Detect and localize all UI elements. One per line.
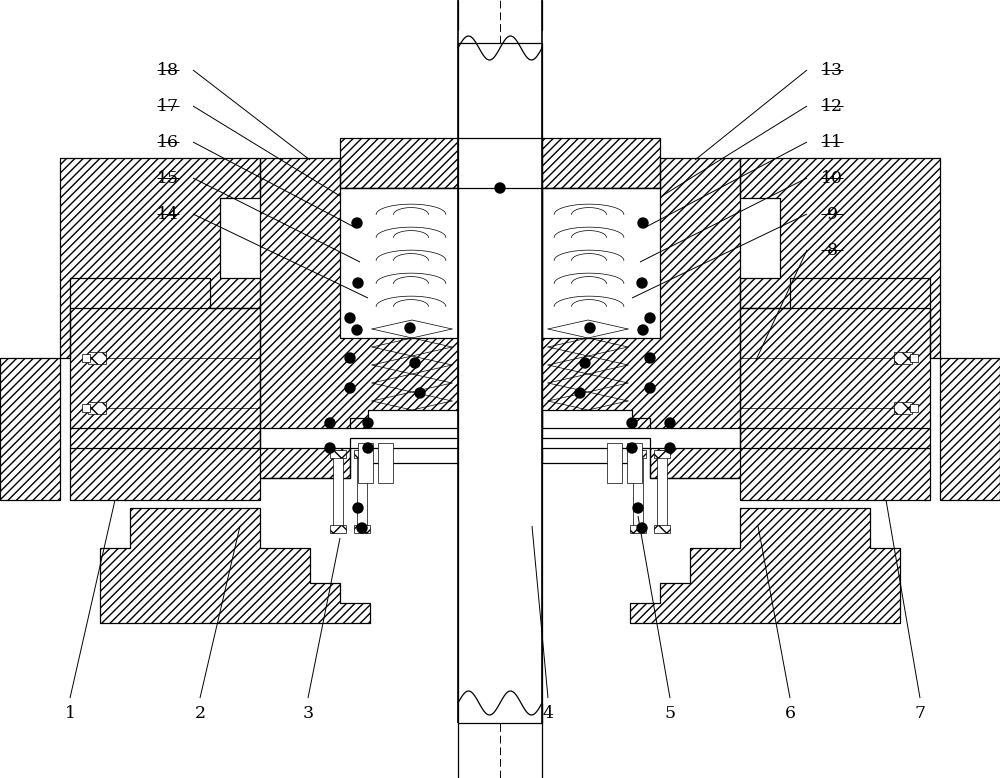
Text: 9: 9 [826, 205, 838, 223]
Bar [657, 450, 667, 530]
Bar [654, 525, 670, 533]
Text: 13: 13 [821, 61, 843, 79]
Polygon shape [100, 508, 370, 623]
Bar [633, 450, 643, 530]
Bar [607, 443, 622, 483]
Circle shape [410, 358, 420, 368]
Bar [354, 450, 370, 458]
Circle shape [585, 323, 595, 333]
Bar [330, 450, 346, 458]
Circle shape [357, 523, 367, 533]
Circle shape [645, 353, 655, 363]
Circle shape [352, 325, 362, 335]
Bar [368, 410, 393, 463]
Text: 7: 7 [914, 705, 926, 721]
Bar [260, 428, 740, 448]
Bar [340, 188, 458, 338]
Circle shape [415, 388, 425, 398]
Text: 11: 11 [821, 134, 843, 150]
Bar [82, 404, 90, 412]
Polygon shape [260, 158, 458, 478]
Polygon shape [542, 158, 740, 478]
Bar [458, 43, 542, 723]
Text: 8: 8 [826, 241, 838, 258]
Bar [378, 443, 393, 483]
Bar [430, 218, 458, 338]
Circle shape [345, 383, 355, 393]
Bar [542, 410, 567, 463]
Text: 16: 16 [157, 134, 179, 150]
Circle shape [665, 418, 675, 428]
Circle shape [325, 443, 335, 453]
Bar [330, 525, 346, 533]
Bar [358, 443, 373, 483]
Circle shape [638, 325, 648, 335]
Circle shape [637, 278, 647, 288]
Bar [368, 410, 458, 463]
Circle shape [353, 278, 363, 288]
Circle shape [325, 418, 335, 428]
Circle shape [495, 183, 505, 193]
Circle shape [575, 388, 585, 398]
Circle shape [345, 353, 355, 363]
Polygon shape [542, 278, 930, 500]
Circle shape [405, 323, 415, 333]
Polygon shape [630, 508, 900, 623]
Bar [630, 525, 646, 533]
Circle shape [637, 523, 647, 533]
Text: 2: 2 [194, 705, 206, 721]
Circle shape [580, 358, 590, 368]
Text: 14: 14 [157, 205, 179, 223]
Bar [433, 410, 458, 463]
Circle shape [363, 418, 373, 428]
Bar [607, 410, 632, 463]
Circle shape [352, 218, 362, 228]
Circle shape [363, 443, 373, 453]
Bar [458, 138, 542, 188]
Bar [654, 450, 670, 458]
Text: 10: 10 [821, 170, 843, 187]
Bar [357, 450, 367, 530]
Bar [630, 188, 660, 338]
Text: 17: 17 [157, 97, 179, 114]
Bar [82, 354, 90, 362]
Bar [333, 450, 343, 530]
Bar [542, 410, 632, 463]
Bar [630, 450, 646, 458]
Bar [88, 402, 106, 414]
Text: 6: 6 [784, 705, 796, 721]
Circle shape [645, 313, 655, 323]
Bar [88, 352, 106, 364]
Circle shape [633, 503, 643, 513]
Polygon shape [0, 158, 260, 500]
Text: 5: 5 [664, 705, 676, 721]
Polygon shape [740, 158, 1000, 500]
Text: 12: 12 [821, 97, 843, 114]
Bar [894, 402, 912, 414]
Circle shape [645, 383, 655, 393]
Bar [340, 188, 370, 338]
Circle shape [627, 443, 637, 453]
Polygon shape [70, 278, 458, 500]
Bar [340, 138, 660, 188]
Circle shape [627, 418, 637, 428]
Text: 15: 15 [157, 170, 179, 187]
Text: 4: 4 [542, 705, 554, 721]
Circle shape [353, 503, 363, 513]
Circle shape [345, 313, 355, 323]
Circle shape [638, 218, 648, 228]
Bar [542, 218, 570, 338]
Bar [542, 188, 660, 338]
Bar [894, 352, 912, 364]
Bar [910, 354, 918, 362]
Bar [910, 404, 918, 412]
Text: 1: 1 [64, 705, 76, 721]
Circle shape [665, 443, 675, 453]
Bar [627, 443, 642, 483]
Bar [354, 525, 370, 533]
Text: 3: 3 [302, 705, 314, 721]
Text: 18: 18 [157, 61, 179, 79]
